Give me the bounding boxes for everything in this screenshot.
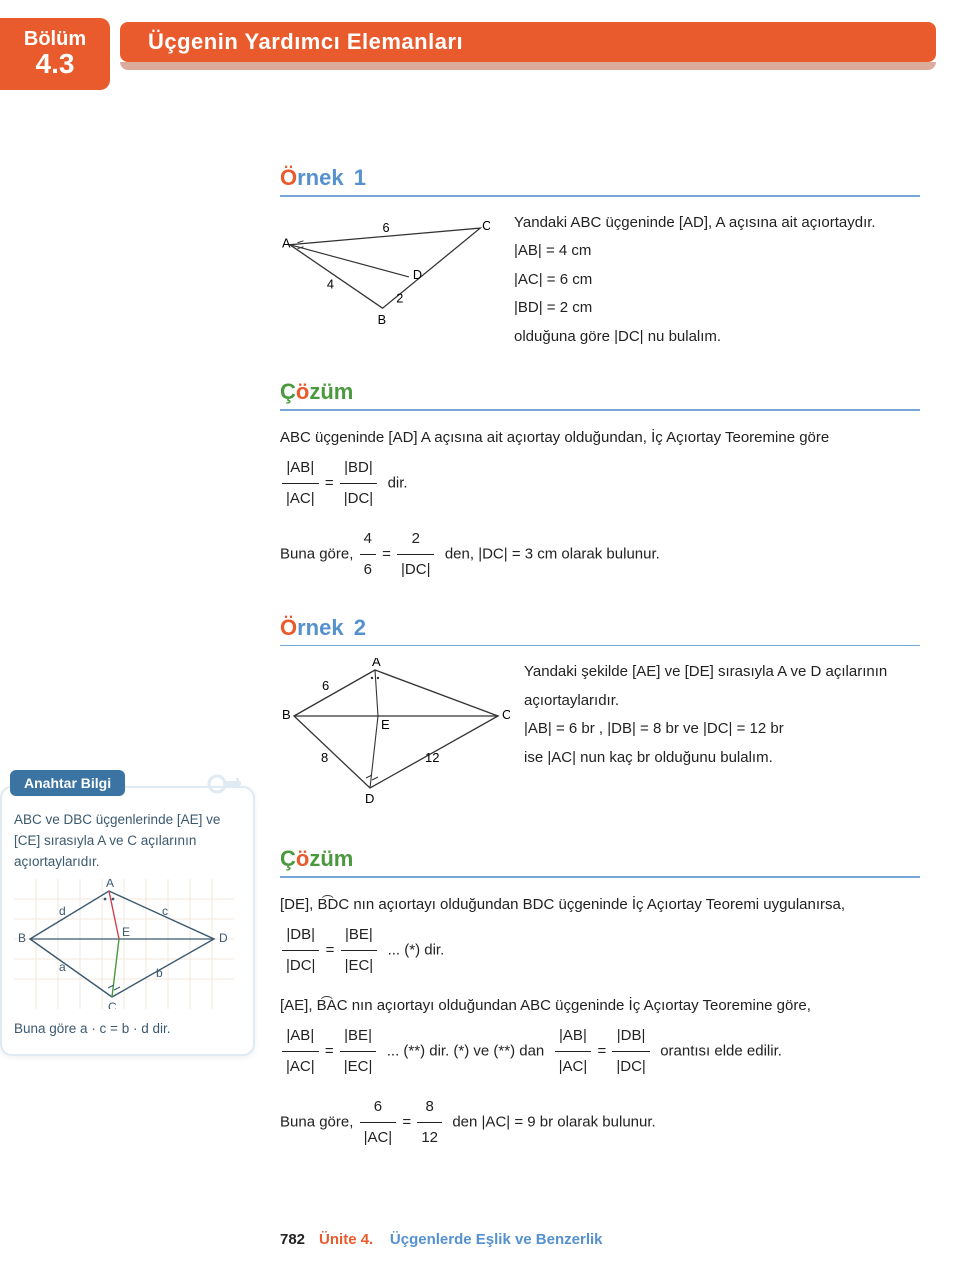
p1-l2: |AB| = 4 cm [514, 237, 876, 266]
p2-l1: Yandaki şekilde [AE] ve [DE] sırasıyla A… [524, 658, 920, 715]
svg-text:6: 6 [383, 221, 390, 235]
solution-1-rule [280, 409, 920, 411]
svg-text:B: B [282, 707, 291, 722]
example-2-figure: A B C D E 6 8 12 [280, 658, 510, 808]
key-info-tab: Anahtar Bilgi [10, 770, 125, 796]
cozum-c2: ö [296, 379, 309, 404]
key-info-text1: ABC ve DBC üçgenlerinde [AE] ve [CE] sır… [14, 810, 241, 873]
key-info-figure: A B C D E a b c d [14, 879, 234, 1009]
svg-text:B: B [18, 931, 26, 945]
svg-text:4: 4 [327, 277, 334, 291]
svg-text:C: C [502, 707, 510, 722]
svg-text:B: B [378, 312, 386, 326]
page-footer: 782 Ünite 4. Üçgenlerde Eşlik ve Benzerl… [280, 1231, 603, 1248]
svg-text:D: D [413, 267, 422, 281]
svg-text:A: A [372, 658, 381, 669]
example-2-heading: Örnek 2 [280, 615, 920, 641]
svg-text:a: a [59, 960, 66, 974]
chapter-word: Bölüm [24, 29, 86, 49]
p1-l3: |AC| = 6 cm [514, 266, 876, 295]
example-1-body: A B C D 4 6 2 Yandaki ABC üçgeninde [AD]… [280, 209, 920, 352]
key-info-card: Anahtar Bilgi ABC ve DBC üçgenlerinde [A… [0, 786, 255, 1056]
svg-text:6: 6 [322, 678, 329, 693]
sol2-l1: [DE], B͡DC nın açıortayı olduğundan BDC … [280, 890, 920, 920]
svg-text:A: A [282, 236, 291, 250]
solution-1-body: ABC üçgeninde [AD] A açısına ait açıorta… [280, 423, 920, 585]
sol1-line3: Buna göre, 46 = 2|DC| den, |DC| = 3 cm o… [280, 524, 920, 585]
example-1-heading: Örnek 1 [280, 165, 920, 191]
solution-1-heading: Çözüm [280, 379, 920, 405]
sol1-line2: |AB||AC| = |BD||DC| dir. [280, 453, 920, 514]
cozum-c1: Ç [280, 379, 296, 404]
p1-l5: olduğuna göre |DC| nu bulalım. [514, 323, 876, 352]
chapter-badge: Bölüm 4.3 [0, 18, 110, 90]
svg-text:C: C [108, 1000, 117, 1009]
example-2-num: 2 [354, 615, 366, 640]
sol2-l4: |AB||AC| = |BE||EC| ... (**) dir. (*) ve… [280, 1021, 920, 1082]
example-2-rule [280, 645, 920, 647]
solution-2-block: Çözüm [DE], B͡DC nın açıortayı olduğunda… [280, 846, 920, 1153]
example-initial: Ö [280, 165, 297, 190]
svg-text:E: E [381, 717, 390, 732]
svg-text:C: C [482, 219, 490, 233]
example-rest: rnek [297, 165, 343, 190]
p2-l3: ise |AC| nun kaç br olduğunu bulalım. [524, 744, 920, 773]
p2-l2: |AB| = 6 br , |DB| = 8 br ve |DC| = 12 b… [524, 715, 920, 744]
svg-text:D: D [219, 931, 228, 945]
solution-2-heading: Çözüm [280, 846, 920, 872]
chapter-number: 4.3 [36, 49, 75, 80]
example-2-body: A B C D E 6 8 12 Yandaki şekilde [AE] ve… [280, 658, 920, 808]
example-1-figure: A B C D 4 6 2 [280, 209, 490, 339]
solution-2-rule [280, 876, 920, 878]
content-column: Örnek 1 A B C D 4 6 2 [280, 165, 920, 1183]
svg-text:c: c [162, 904, 168, 918]
example-2-problem: Yandaki şekilde [AE] ve [DE] sırasıyla A… [524, 658, 920, 772]
key-info-text2: Buna göre a · c = b · d dir. [14, 1019, 241, 1040]
svg-text:12: 12 [425, 750, 439, 765]
example-1-rule [280, 195, 920, 197]
solution-2-body: [DE], B͡DC nın açıortayı olduğundan BDC … [280, 890, 920, 1153]
svg-text:D: D [365, 791, 374, 806]
svg-text:8: 8 [321, 750, 328, 765]
svg-text:A: A [106, 879, 114, 890]
sol2-l3: [AE], B͡AC nın açıortayı olduğundan ABC … [280, 991, 920, 1021]
sol1-line1: ABC üçgeninde [AD] A açısına ait açıorta… [280, 423, 920, 453]
page-number: 782 [280, 1231, 305, 1248]
svg-text:b: b [156, 966, 163, 980]
sol2-l5: Buna göre, 6|AC| = 812 den |AC| = 9 br o… [280, 1092, 920, 1153]
unit-label: Ünite 4. [319, 1231, 373, 1248]
p1-l1: Yandaki ABC üçgeninde [AD], A açısına ai… [514, 209, 876, 238]
sol2-l2: |DB||DC| = |BE||EC| ... (*) dir. [280, 920, 920, 981]
example-1-num: 1 [354, 165, 366, 190]
svg-text:E: E [122, 925, 130, 939]
p1-l4: |BD| = 2 cm [514, 294, 876, 323]
svg-text:d: d [59, 904, 66, 918]
example-1-problem: Yandaki ABC üçgeninde [AD], A açısına ai… [514, 209, 876, 352]
chapter-title-bar: Üçgenin Yardımcı Elemanları [120, 22, 936, 62]
key-icon [205, 762, 245, 801]
cozum-c3: züm [309, 379, 353, 404]
svg-text:2: 2 [396, 291, 403, 305]
unit-title: Üçgenlerde Eşlik ve Benzerlik [390, 1231, 603, 1248]
chapter-title: Üçgenin Yardımcı Elemanları [148, 29, 463, 55]
